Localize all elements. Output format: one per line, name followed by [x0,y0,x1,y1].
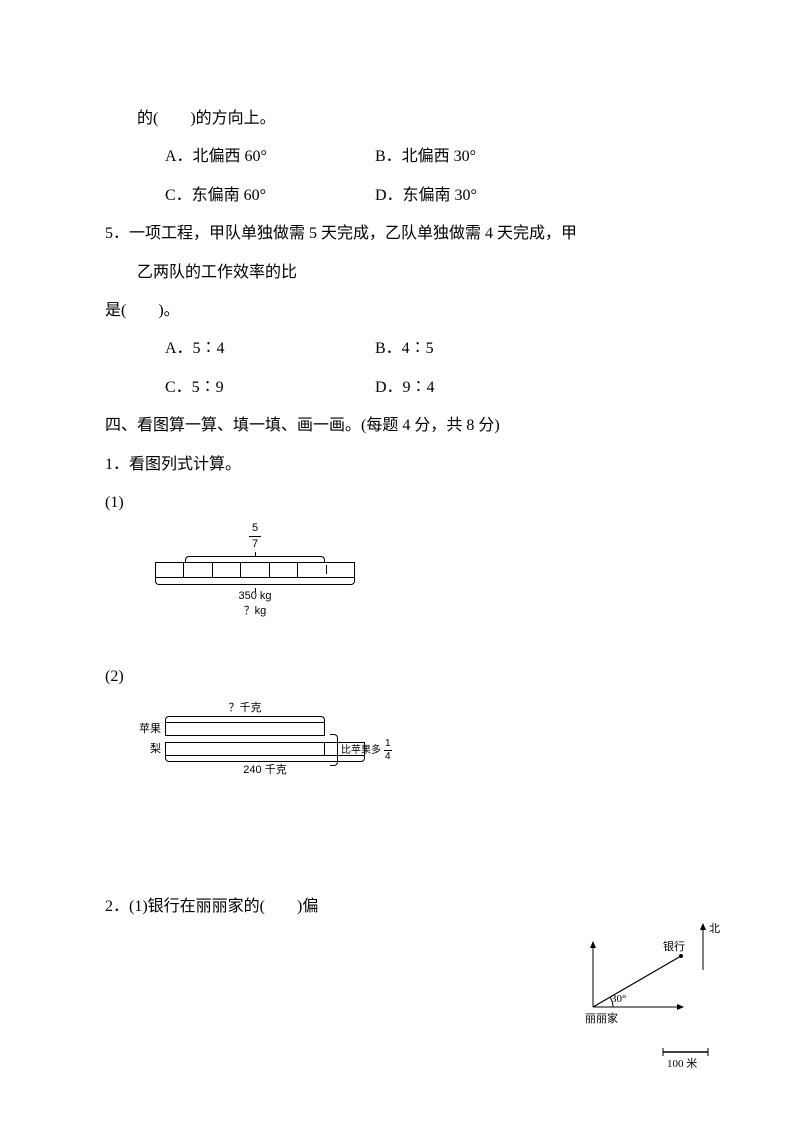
fig2-bottom-brace [165,756,365,764]
fig3-north-label: 北 [709,922,720,935]
q4-opt-d: D．东偏南 30° [375,177,688,215]
q5-stem-line2: 乙两队的工作效率的比 [105,254,688,292]
q4-options-row1: A．北偏西 60° B．北偏西 30° [105,138,688,176]
q4-opt-a: A．北偏西 60° [165,138,375,176]
fig3-bank-label: 银行 [663,939,685,953]
figure-1-tape-diagram: 5 7 350 kg ？kg [155,522,375,618]
fig1-question-label: ？kg [185,605,325,618]
fig2-apple-bar [165,722,325,736]
q4-stem-cont: 的( )的方向上。 [105,100,688,138]
q4-opt-c: C．东偏南 60° [165,177,375,215]
q5-stem-line1: 5．一项工程，甲队单独做需 5 天完成，乙队单独做需 4 天完成，甲 [105,215,688,253]
section4-title: 四、看图算一算、填一填、画一画。(每题 4 分，共 8 分) [105,407,688,445]
q5-opt-c: C．5∶9 [165,369,375,407]
fig2-top-question: ？千克 [165,704,325,722]
section4-sub1: (1) [105,484,688,522]
figure-3-direction-diagram: 北 银行 30° 丽丽家 100 米 [563,912,723,1072]
q5-options-row2: C．5∶9 D．9∶4 [105,369,688,407]
fig1-fraction: 5 7 [185,522,325,551]
fig1-bar [155,562,355,578]
fig3-angle-label: 30° [611,993,626,1005]
fig3-scale-label: 100 米 [667,1057,697,1070]
q5-opt-d: D．9∶4 [375,369,688,407]
q5-stem-line3: 是( )。 [105,292,688,330]
fig1-top-brace [185,552,325,562]
q4-options-row2: C．东偏南 60° D．东偏南 30° [105,177,688,215]
q4-opt-b: B．北偏西 30° [375,138,688,176]
fig2-side-fraction: 1 4 [384,739,392,762]
q5-opt-a: A．5∶4 [165,330,375,368]
q5-opt-b: B．4∶5 [375,330,688,368]
figure-2-compare-diagram: ？千克 苹果 梨 比苹果多 1 4 240 千克 [135,704,415,777]
section4-q1: 1．看图列式计算。 [105,446,688,484]
fig1-bottom-brace [155,578,355,588]
fig3-home-label: 丽丽家 [585,1011,618,1025]
q5-options-row1: A．5∶4 B．4∶5 [105,330,688,368]
section4-sub2: (2) [105,658,688,696]
